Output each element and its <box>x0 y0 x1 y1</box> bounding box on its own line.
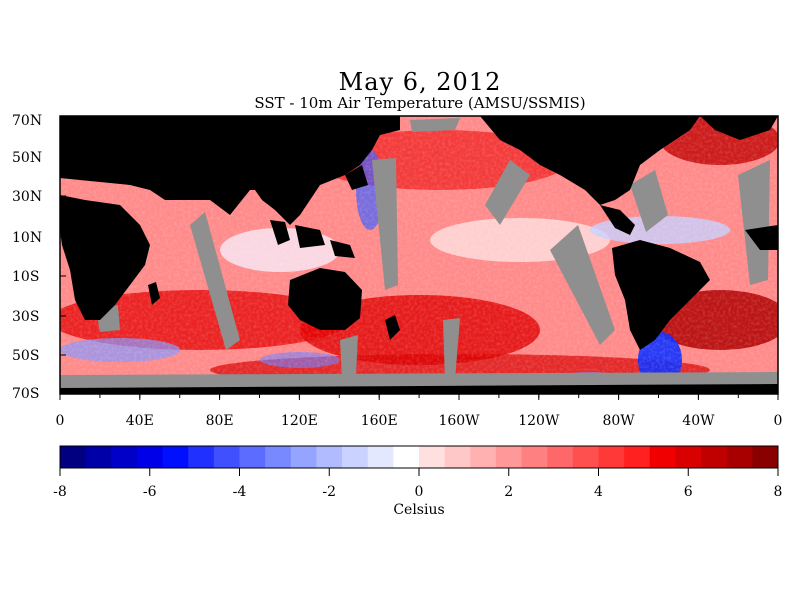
colorbar-swatch <box>60 446 87 468</box>
colorbar-swatch <box>393 446 420 468</box>
lat-label: 10N <box>12 230 42 246</box>
lon-label: 0 <box>774 413 783 429</box>
colorbar-swatch <box>342 446 369 468</box>
colorbar-swatch <box>290 446 317 468</box>
lon-label: 120E <box>281 413 318 429</box>
lat-label: 50N <box>12 150 42 166</box>
colorbar-swatch <box>752 446 779 468</box>
lon-label: 80E <box>206 413 234 429</box>
colorbar-tick-label: 2 <box>504 484 513 500</box>
colorbar-swatch <box>162 446 189 468</box>
colorbar-swatch <box>239 446 266 468</box>
lon-label: 80W <box>602 413 635 429</box>
colorbar-swatch <box>367 446 394 468</box>
lon-label: 40W <box>682 413 715 429</box>
lon-label: 120W <box>518 413 560 429</box>
latitude-axis: 70N 50N 30N 10N 10S 30S 50S 70S <box>12 113 66 402</box>
colorbar-swatch <box>85 446 112 468</box>
lon-label: 40E <box>126 413 154 429</box>
colorbar-swatch <box>701 446 728 468</box>
colorbar-swatch <box>470 446 497 468</box>
colorbar-tick-label: 8 <box>774 484 783 500</box>
colorbar-swatch <box>111 446 138 468</box>
land-masses <box>60 116 778 394</box>
colorbar-swatch <box>675 446 702 468</box>
colorbar-swatch <box>649 446 676 468</box>
colorbar-tick-label: 0 <box>415 484 424 500</box>
colorbar-ticks: -8 -6 -4 -2 0 2 4 6 8 <box>53 468 782 500</box>
colorbar-swatch <box>419 446 446 468</box>
colorbar-swatch <box>265 446 292 468</box>
map-title: May 6, 2012 <box>338 68 502 96</box>
colorbar-swatch <box>547 446 574 468</box>
map-subtitle: SST - 10m Air Temperature (AMSU/SSMIS) <box>254 94 586 112</box>
colorbar-swatch <box>188 446 215 468</box>
lat-label: 30S <box>12 309 39 325</box>
colorbar-swatch <box>444 446 471 468</box>
sst-difference-field <box>60 116 778 394</box>
colorbar-swatch <box>213 446 240 468</box>
longitude-axis: 0 40E 80E 120E 160E 160W 120W 80W 40W 0 <box>56 394 783 429</box>
colorbar-tick-label: -6 <box>143 484 157 500</box>
lat-label: 70S <box>12 386 39 402</box>
colorbar-swatch <box>495 446 523 468</box>
lat-label: 50S <box>12 348 39 364</box>
colorbar-swatch <box>316 446 343 468</box>
colorbar-tick-label: -4 <box>233 484 247 500</box>
colorbar-swatch <box>598 446 625 468</box>
colorbar-tick-label: 6 <box>684 484 693 500</box>
colorbar-unit-label: Celsius <box>393 502 444 518</box>
colorbar-swatch <box>521 446 548 468</box>
colorbar-swatch <box>136 446 164 468</box>
lon-label: 160W <box>438 413 480 429</box>
lon-label: 160E <box>361 413 398 429</box>
colorbar-tick-label: 4 <box>594 484 603 500</box>
lon-label: 0 <box>56 413 65 429</box>
colorbar-swatch <box>624 446 651 468</box>
lat-label: 10S <box>12 269 39 285</box>
colorbar <box>60 446 779 468</box>
colorbar-tick-label: -2 <box>322 484 336 500</box>
lat-label: 70N <box>12 113 42 129</box>
colorbar-swatch <box>572 446 599 468</box>
colorbar-swatch <box>726 446 753 468</box>
lat-label: 30N <box>12 189 42 205</box>
colorbar-tick-label: -8 <box>53 484 67 500</box>
